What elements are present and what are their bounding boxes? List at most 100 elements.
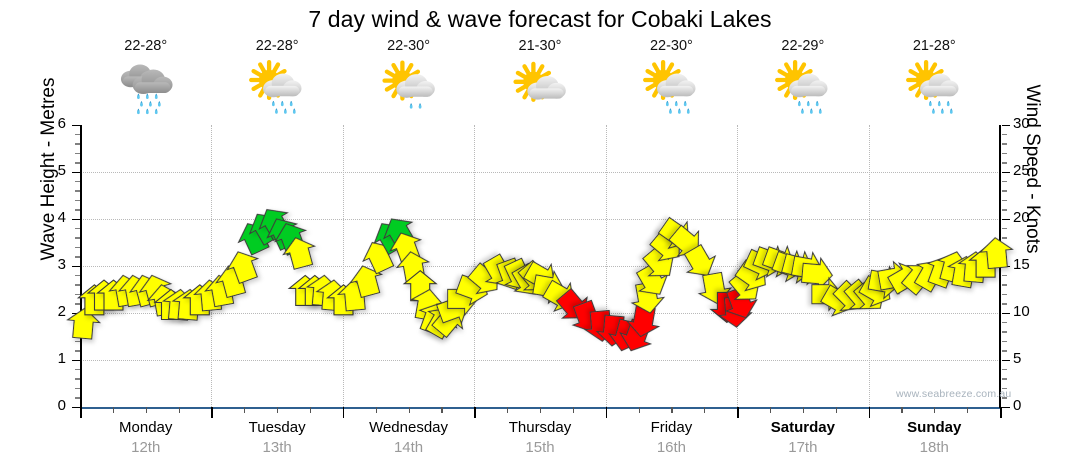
sun-cloud-lightrain-icon (343, 59, 474, 121)
axis-tick (72, 265, 80, 267)
day-name: Tuesday (248, 419, 306, 436)
axis-minor-tick (75, 331, 80, 333)
temperature-range: 22-29° (781, 38, 825, 54)
day-date: 12th (131, 439, 161, 456)
axis-minor-tick (75, 246, 80, 249)
axis-minor-tick (1001, 274, 1007, 277)
axis-minor-tick (75, 199, 80, 202)
axis-minor-tick (1001, 227, 1007, 230)
axis-tick-label: 4 (57, 209, 66, 226)
axis-tick (1001, 218, 1010, 220)
x-axis-major-tick (211, 407, 214, 418)
axis-minor-tick (1001, 293, 1007, 296)
axis-minor-tick (75, 227, 80, 230)
day-forecast-header: 21-30° (474, 38, 605, 126)
watermark: www.seabreeze.com.au (896, 388, 1012, 400)
x-axis-minor-tick (802, 407, 805, 413)
x-axis-minor-tick (671, 407, 673, 413)
axis-minor-tick (75, 321, 80, 324)
axis-minor-tick (1001, 133, 1007, 136)
axis-tick-label: 1 (57, 350, 66, 367)
axis-minor-tick (1001, 397, 1007, 399)
axis-minor-tick (1001, 350, 1007, 352)
cloud-icon (788, 73, 828, 98)
day-divider-gridline (605, 125, 607, 407)
x-axis-minor-tick (277, 407, 279, 413)
axis-tick-label: 6 (57, 115, 66, 132)
day-date: 15th (525, 439, 555, 456)
cloud-icon (920, 73, 959, 98)
horizontal-gridline (80, 266, 1000, 267)
cloud-icon (132, 69, 173, 95)
day-forecast-header: 22-28° (80, 38, 211, 126)
day-divider-gridline (737, 125, 739, 407)
x-axis-day-label: Saturday 17th (737, 418, 868, 468)
axis-tick-label: 30 (1013, 115, 1030, 132)
x-axis-minor-tick (178, 407, 180, 413)
axis-minor-tick (75, 133, 80, 136)
axis-minor-tick (75, 209, 80, 211)
raindrop-icon (409, 102, 421, 109)
x-axis-minor-tick (835, 407, 837, 413)
raindrop-icon (797, 100, 822, 114)
axis-tick-label: 0 (57, 397, 66, 414)
x-axis-major-tick (868, 407, 871, 418)
axis-minor-tick (75, 190, 80, 192)
axis-tick-label: 0 (1013, 397, 1022, 414)
axis-minor-tick (1001, 190, 1007, 192)
axis-tick (72, 171, 80, 173)
day-date: 16th (656, 439, 687, 456)
axis-minor-tick (1001, 387, 1007, 390)
x-axis-minor-tick (770, 407, 772, 413)
day-forecast-header: 22-29° (737, 38, 868, 126)
axis-minor-tick (1001, 199, 1007, 202)
temperature-range: 22-30° (649, 38, 693, 54)
day-divider-gridline (474, 125, 476, 407)
temperature-range: 22-28° (124, 38, 168, 54)
x-axis-minor-tick (934, 407, 936, 413)
axis-minor-tick (1001, 180, 1007, 183)
horizontal-gridline (80, 313, 1000, 314)
axis-minor-tick (75, 237, 80, 239)
axis-minor-tick (1001, 331, 1007, 333)
x-axis-major-tick (605, 407, 608, 418)
temperature-range: 22-28° (255, 38, 299, 54)
axis-minor-tick (1001, 237, 1007, 239)
day-name: Thursday (508, 419, 572, 436)
cloud-icon (527, 75, 566, 100)
horizontal-gridline (80, 172, 1000, 173)
plot-area (80, 125, 1000, 407)
axis-tick-label: 10 (1013, 303, 1030, 320)
axis-tick-label: 2 (57, 303, 66, 320)
x-axis-day-label: Wednesday 14th (343, 418, 474, 468)
axis-minor-tick (1001, 143, 1007, 145)
day-divider-gridline (868, 125, 870, 407)
x-axis-minor-tick (638, 407, 640, 413)
axis-minor-tick (75, 350, 80, 352)
axis-tick (1001, 124, 1010, 126)
day-date: 18th (919, 439, 949, 456)
axis-minor-tick (75, 368, 80, 371)
axis-minor-tick (75, 293, 80, 296)
axis-tick (72, 312, 80, 314)
axis-tick (72, 359, 80, 361)
day-date: 13th (262, 439, 292, 456)
axis-minor-tick (1001, 284, 1007, 286)
axis-tick (1001, 265, 1010, 267)
axis-tick (72, 124, 80, 126)
x-axis-day-label: Tuesday 13th (211, 418, 342, 468)
x-axis-major-tick (474, 407, 476, 418)
axis-minor-tick (75, 162, 80, 164)
cloud-icon (263, 73, 302, 98)
axis-minor-tick (1001, 152, 1007, 155)
axis-minor-tick (75, 152, 80, 155)
sun-cloud-rain-icon (737, 59, 868, 121)
x-axis-day-label: Friday 16th (606, 418, 737, 468)
page-title: 7 day wind & wave forecast for Cobaki La… (308, 6, 772, 32)
x-axis-minor-tick (244, 407, 246, 413)
x-axis-major-tick (80, 407, 82, 418)
x-axis-minor-tick (112, 407, 115, 413)
raindrop-icon (929, 100, 953, 114)
x-axis-minor-tick (901, 407, 903, 413)
